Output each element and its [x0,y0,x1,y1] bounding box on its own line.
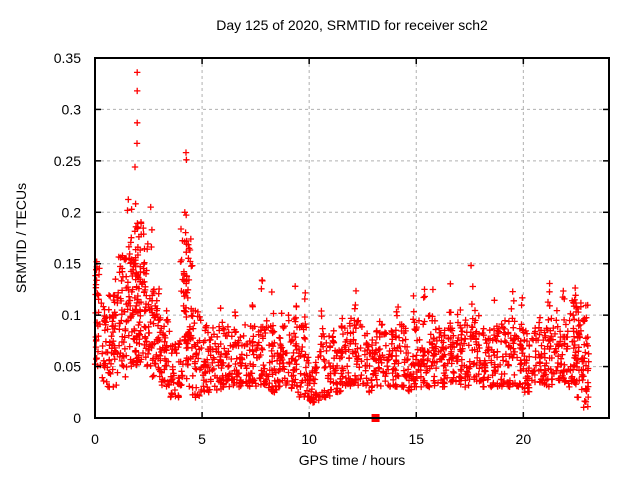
svg-text:0.05: 0.05 [54,359,81,375]
svg-text:0: 0 [73,410,81,426]
svg-text:0.2: 0.2 [62,204,82,220]
svg-text:10: 10 [301,431,317,447]
svg-text:0: 0 [91,431,99,447]
svg-text:20: 20 [516,431,532,447]
svg-text:15: 15 [408,431,424,447]
x-axis-label: GPS time / hours [298,452,406,468]
svg-text:0.1: 0.1 [62,307,82,323]
svg-text:0.3: 0.3 [62,101,82,117]
svg-text:0.15: 0.15 [54,256,81,272]
svg-text:5: 5 [198,431,206,447]
svg-text:0.35: 0.35 [54,50,81,66]
svg-text:0.25: 0.25 [54,153,81,169]
chart-title: Day 125 of 2020, SRMTID for receiver sch… [216,17,488,33]
